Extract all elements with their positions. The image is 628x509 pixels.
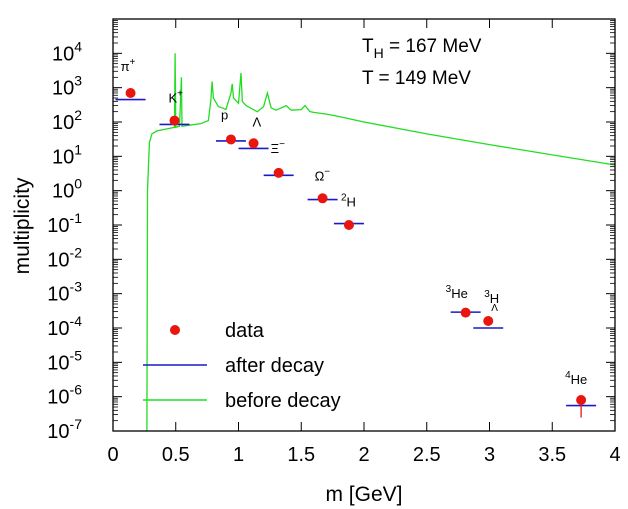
x-tick-label: 0.5 xyxy=(162,444,190,466)
particle-label: 3He xyxy=(446,284,468,301)
y-tick-label: 102 xyxy=(52,107,82,134)
y-tick-label: 10-2 xyxy=(47,244,82,271)
y-tick-label: 100 xyxy=(52,176,82,203)
y-tick-label: 10-5 xyxy=(47,347,82,374)
legend-label: before decay xyxy=(225,390,341,412)
particle-label: Ω− xyxy=(315,166,331,183)
particle-label: K+ xyxy=(168,89,183,106)
particle-label: Λ xyxy=(253,114,262,129)
y-tick-label: 10-7 xyxy=(47,416,82,443)
data-point xyxy=(248,138,259,149)
particle-label: 4He xyxy=(565,370,587,387)
particle-label: p xyxy=(221,107,228,122)
x-tick-label: 1 xyxy=(233,444,244,466)
data-point xyxy=(343,220,354,230)
y-axis-label: multiplicity xyxy=(11,177,34,274)
data-points-layer xyxy=(115,87,597,418)
data-point xyxy=(169,115,180,126)
particle-label: π+ xyxy=(121,57,136,74)
x-tick-label: 2 xyxy=(358,444,369,466)
data-point xyxy=(317,193,328,204)
x-tick-label: 3 xyxy=(484,444,495,466)
y-tick-label: 10-3 xyxy=(47,279,82,306)
data-point xyxy=(273,167,284,178)
y-axis-ticks: 10-7 10-6 10-5 10-4 10-3 10-2 10-1 100 101 102 103… xyxy=(47,20,615,443)
temperature-annotation: T = 149 MeV xyxy=(362,68,471,89)
legend: data after decay before decay xyxy=(143,320,341,412)
y-tick-label: 10-4 xyxy=(47,313,82,340)
before-decay-curve-layer xyxy=(146,53,615,431)
data-point xyxy=(460,307,471,318)
legend-label: data xyxy=(225,320,265,342)
particle-label: 2H xyxy=(341,193,356,210)
particle-label: Ξ− xyxy=(271,139,285,156)
x-tick-label: 2.5 xyxy=(413,444,441,466)
y-tick-label: 101 xyxy=(52,141,82,168)
x-axis-ticks: 0 0.5 1 1.5 2 2.5 3 3.5 4 xyxy=(107,19,621,466)
legend-marker-data xyxy=(170,325,180,335)
particle-label-sub: Λ xyxy=(491,303,498,314)
particle-label: 3H xyxy=(484,289,499,306)
x-tick-label: 4 xyxy=(609,444,620,466)
data-point xyxy=(483,315,494,326)
y-tick-label: 103 xyxy=(52,73,82,100)
annotations: TH = 167 MeV T = 149 MeV xyxy=(362,36,482,89)
data-point xyxy=(225,134,236,145)
before-decay-line xyxy=(146,53,615,431)
temperature-annotation: TH = 167 MeV xyxy=(362,36,482,61)
legend-label: after decay xyxy=(225,355,324,377)
x-tick-label: 1.5 xyxy=(287,444,315,466)
y-tick-label: 10-6 xyxy=(47,382,82,409)
x-axis-label: m [GeV] xyxy=(325,483,402,506)
data-point xyxy=(125,87,136,98)
y-tick-label: 104 xyxy=(52,38,82,65)
x-tick-label: 3.5 xyxy=(538,444,566,466)
data-point xyxy=(576,394,587,405)
y-tick-label: 10-1 xyxy=(47,210,82,237)
x-tick-label: 0 xyxy=(107,444,118,466)
